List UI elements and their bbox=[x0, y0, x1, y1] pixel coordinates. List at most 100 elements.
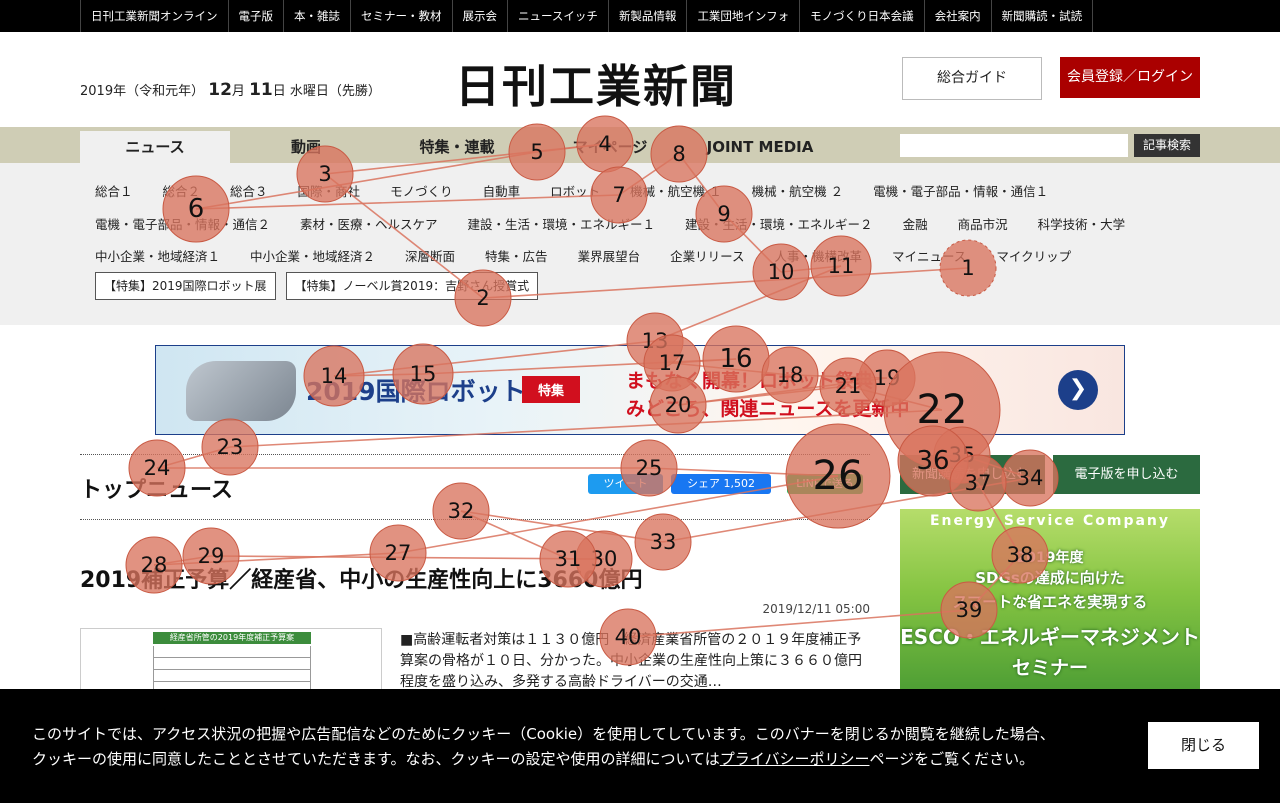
ad-line-5: セミナー bbox=[1011, 657, 1088, 679]
robot-expo-banner[interactable]: 2019国際ロボット展 特集 まもなく開幕！ロボット祭典 みどころ、関連ニュース… bbox=[155, 345, 1125, 435]
date-year: 2019年（令和元年） bbox=[80, 84, 205, 99]
category-link[interactable]: 機械・航空機 ２ bbox=[751, 184, 844, 199]
top-nav-item[interactable]: セミナー・教材 bbox=[351, 0, 453, 32]
scanpath-segment bbox=[460, 510, 664, 543]
article-headline[interactable]: 2019補正予算／経産省、中小の生産性向上に3660億円 bbox=[80, 568, 643, 593]
date-month-unit: 月 bbox=[231, 84, 245, 99]
top-nav-item[interactable]: 工業団地インフォ bbox=[687, 0, 801, 32]
guide-button[interactable]: 総合ガイド bbox=[902, 57, 1042, 100]
thumbnail-table-title: 経産省所管の2019年度補正予算案 bbox=[153, 632, 311, 644]
thumbnail-table bbox=[153, 646, 311, 696]
special-robot-expo-link[interactable]: 【特集】2019国際ロボット展 bbox=[95, 272, 276, 300]
main-navigation: ニュース 動画 特集・連載 マイページ JOINT MEDIA 記事検索 bbox=[0, 127, 1280, 163]
tab-mypage[interactable]: マイページ bbox=[572, 138, 648, 156]
category-link[interactable]: 総合２ bbox=[162, 184, 201, 199]
tab-features[interactable]: 特集・連載 bbox=[419, 138, 495, 156]
privacy-policy-link[interactable]: プライバシーポリシー bbox=[719, 750, 870, 768]
chevron-right-icon[interactable]: ❯ bbox=[1058, 370, 1098, 410]
tab-video[interactable]: 動画 bbox=[290, 138, 321, 156]
top-navigation: 日刊工業新聞オンライン 電子版 本・雑誌 セミナー・教材 展示会 ニュースイッチ 新製品情報… bbox=[0, 0, 1280, 32]
top-nav-item[interactable]: モノづくり日本会議 bbox=[800, 0, 925, 32]
cookie-text-line-2: クッキーの使用に同意したこととさせていただきます。なお、クッキーの設定や使用の詳… bbox=[32, 750, 720, 768]
category-link[interactable]: 業界展望台 bbox=[577, 249, 641, 264]
article-thumbnail[interactable]: 経産省所管の2019年度補正予算案 bbox=[80, 628, 382, 698]
category-link[interactable]: マイニュース bbox=[891, 249, 967, 264]
cookie-close-button[interactable]: 閉じる bbox=[1148, 722, 1259, 769]
article-summary: ■高齢運転者対策は１１３０億円 経済産業省所管の２０１９年度補正予算案の骨格が１… bbox=[400, 632, 862, 690]
cookie-message: このサイトでは、アクセス状況の把握や広告配信などのためにクッキー（Cookie）… bbox=[32, 722, 1132, 772]
category-row-1: 総合１ 総合２ 総合３ 国際・商社 モノづくり 自動車 ロボット 機械・航空機 １ 機械・航空機… bbox=[95, 181, 1078, 200]
site-logo[interactable]: 日刊工業新聞 bbox=[455, 60, 738, 113]
category-link[interactable]: 特集・広告 bbox=[485, 249, 548, 264]
cookie-text-line-3: ページをご覧ください。 bbox=[869, 750, 1035, 768]
category-link[interactable]: 金融 bbox=[902, 217, 928, 232]
fixation-32: 32 bbox=[432, 482, 490, 540]
article-timestamp: 2019/12/11 05:00 bbox=[762, 602, 870, 616]
banner-title: 2019国際ロボット展 bbox=[306, 377, 551, 406]
tab-joint-media[interactable]: JOINT MEDIA bbox=[706, 138, 814, 156]
category-link[interactable]: 中小企業・地域経済２ bbox=[250, 249, 376, 264]
top-nav-item[interactable]: 新製品情報 bbox=[609, 0, 688, 32]
category-link[interactable]: 機械・航空機 １ bbox=[630, 184, 722, 199]
category-panel: 総合１ 総合２ 総合３ 国際・商社 モノづくり 自動車 ロボット 機械・航空機 １ 機械・航空機… bbox=[0, 163, 1280, 325]
ad-year: 2019年度 bbox=[1016, 550, 1084, 566]
divider bbox=[80, 454, 870, 455]
top-nav-item[interactable]: 会社案内 bbox=[925, 0, 992, 32]
newspaper-subscribe-button[interactable]: 新聞購読を申し込む bbox=[900, 455, 1045, 494]
banner-line-2: みどころ、関連ニュースを更新中 bbox=[626, 398, 910, 420]
category-link[interactable]: マイクリップ bbox=[996, 249, 1072, 264]
fixation-33: 33 bbox=[634, 513, 692, 571]
tweet-button[interactable]: ツイート bbox=[588, 474, 663, 494]
top-nav-item[interactable]: 本・雑誌 bbox=[284, 0, 351, 32]
date-day: 11 bbox=[249, 80, 273, 100]
scanpath-segment bbox=[156, 446, 231, 469]
digital-subscribe-button[interactable]: 電子版を申し込む bbox=[1053, 455, 1200, 494]
category-link[interactable]: 自動車 bbox=[482, 184, 521, 199]
ad-line-2: SDGsの達成に向けた bbox=[975, 569, 1125, 587]
cookie-text-line-1: このサイトでは、アクセス状況の把握や広告配信などのためにクッキー（Cookie）… bbox=[32, 725, 1055, 743]
date-day-unit: 日 bbox=[272, 84, 286, 99]
header-date: 2019年（令和元年） 12月 11日 水曜日（先勝） bbox=[80, 80, 381, 100]
divider bbox=[80, 519, 870, 520]
top-nav-item[interactable]: 電子版 bbox=[229, 0, 284, 32]
special-links: 【特集】2019国際ロボット展 【特集】ノーベル賞2019：吉野さん授賞式 bbox=[95, 272, 548, 300]
top-nav-item[interactable]: ニュースイッチ bbox=[508, 0, 609, 32]
top-nav-item[interactable]: 日刊工業新聞オンライン bbox=[81, 0, 229, 32]
login-button[interactable]: 会員登録／ログイン bbox=[1060, 57, 1200, 98]
scanpath-segment bbox=[210, 555, 605, 560]
banner-tag: 特集 bbox=[522, 376, 581, 403]
category-link[interactable]: 深層断面 bbox=[405, 249, 456, 264]
category-link[interactable]: 国際・商社 bbox=[297, 184, 361, 199]
esco-seminar-ad[interactable]: Energy Service Company 2019年度 SDGsの達成に向け… bbox=[900, 509, 1200, 694]
ad-line-3: スマートな省エネを実現する bbox=[952, 593, 1148, 611]
site-header: 2019年（令和元年） 12月 11日 水曜日（先勝） 日刊工業新聞 総合ガイド… bbox=[0, 32, 1280, 127]
ad-line-4: ESCO・エネルギーマネジメント bbox=[900, 625, 1200, 649]
category-link[interactable]: ロボット bbox=[550, 184, 601, 199]
category-link[interactable]: 建設・生活・環境・エネルギー１ bbox=[467, 217, 656, 232]
special-nobel-link[interactable]: 【特集】ノーベル賞2019：吉野さん授賞式 bbox=[285, 272, 539, 300]
category-link[interactable]: 科学技術・大学 bbox=[1037, 217, 1126, 232]
robot-arm-image bbox=[186, 361, 296, 421]
line-share-button[interactable]: LINEで送る bbox=[787, 474, 863, 494]
cookie-banner: このサイトでは、アクセス状況の把握や広告配信などのためにクッキー（Cookie）… bbox=[0, 689, 1280, 803]
category-link[interactable]: 電機・電子部品・情報・通信２ bbox=[95, 217, 271, 232]
top-nav-item[interactable]: 展示会 bbox=[453, 0, 508, 32]
category-link[interactable]: 企業リリース bbox=[670, 249, 745, 264]
search-button[interactable]: 記事検索 bbox=[1134, 134, 1200, 157]
search-input[interactable] bbox=[900, 134, 1128, 157]
date-month: 12 bbox=[208, 80, 232, 100]
category-link[interactable]: 電機・電子部品・情報・通信１ bbox=[873, 184, 1049, 199]
category-link[interactable]: 建設・生活・環境・エネルギー２ bbox=[685, 217, 873, 232]
facebook-share-button[interactable]: シェア 1,502 bbox=[671, 474, 771, 494]
category-link[interactable]: 総合３ bbox=[230, 184, 268, 199]
tab-news[interactable]: ニュース bbox=[80, 131, 230, 163]
category-link[interactable]: モノづくり bbox=[390, 184, 453, 199]
category-link[interactable]: 総合１ bbox=[95, 184, 133, 199]
category-link[interactable]: 素材・医療・ヘルスケア bbox=[300, 217, 438, 232]
date-weekday: 水曜日（先勝） bbox=[289, 84, 381, 99]
category-link[interactable]: 商品市況 bbox=[957, 217, 1008, 232]
banner-line-1: まもなく開幕！ロボット祭典 bbox=[626, 370, 874, 392]
top-nav-item[interactable]: 新聞購読・試読 bbox=[992, 0, 1094, 32]
category-link[interactable]: 中小企業・地域経済１ bbox=[95, 249, 221, 264]
category-link[interactable]: 人事・機構改革 bbox=[774, 249, 862, 264]
